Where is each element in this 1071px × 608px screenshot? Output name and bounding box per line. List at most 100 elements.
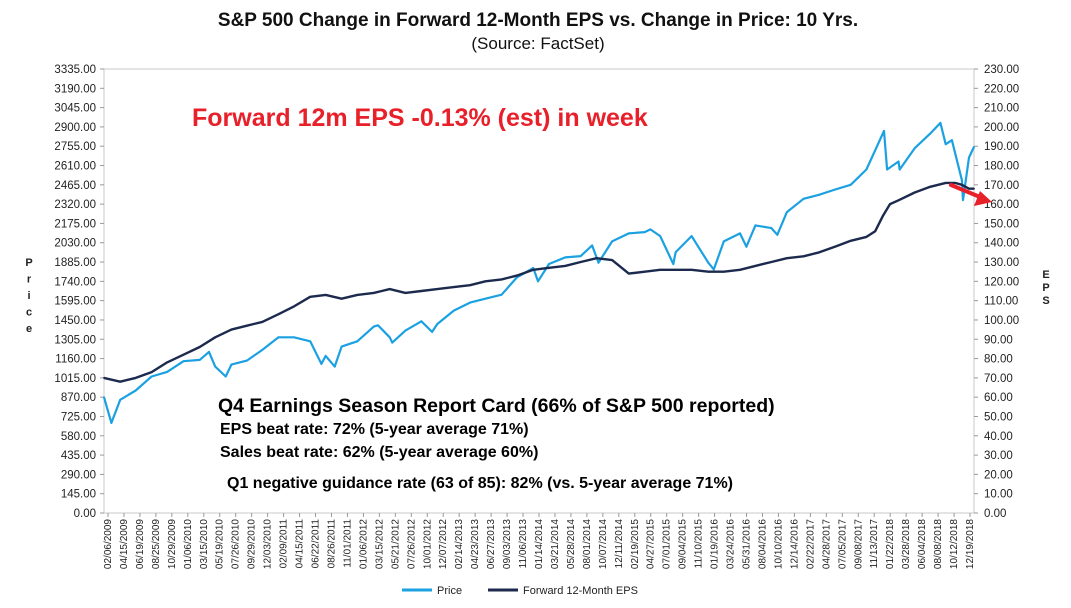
- x-tick-label: 11/01/2011: [342, 519, 353, 568]
- arrow-shaft: [949, 183, 982, 199]
- left-tick-label: 1450.00: [54, 315, 96, 327]
- x-tick-label: 07/26/2010: [231, 519, 242, 569]
- x-tick-label: 04/23/2013: [470, 519, 481, 569]
- x-tick-label: 01/14/2014: [534, 519, 545, 569]
- x-tick-label: 12/19/2018: [965, 519, 976, 569]
- x-tick-label: 05/21/2012: [390, 519, 401, 569]
- report-card-title: Q4 Earnings Season Report Card (66% of S…: [218, 395, 775, 417]
- eps-point: [246, 324, 248, 327]
- right-axis: 0.00 10.00 20.00 30.00 40.00 50.00 60.00 70.00 8…: [974, 64, 1019, 520]
- left-tick-label: 2755.00: [54, 141, 96, 153]
- price-point: [293, 336, 295, 339]
- eps-point: [674, 268, 677, 271]
- price-point: [320, 363, 323, 365]
- eps-point: [500, 278, 503, 281]
- price-point: [886, 168, 888, 171]
- left-tick-label: 2320.00: [54, 199, 96, 211]
- x-tick-label: 04/28/2017: [821, 519, 832, 569]
- x-tick-label: 07/26/2012: [406, 519, 417, 569]
- price-point: [929, 132, 932, 135]
- red-arrow: [949, 183, 992, 206]
- report-card-eps-beat: EPS beat rate: 72% (5-year average 71%): [220, 421, 529, 438]
- x-tick-label: 04/27/2015: [646, 519, 657, 569]
- left-tick-label: 0.00: [74, 508, 96, 520]
- price-point: [659, 235, 662, 238]
- left-tick-label: 435.00: [61, 450, 96, 462]
- eps-point: [103, 377, 105, 379]
- left-tick-label: 1885.00: [54, 257, 96, 269]
- eps-point: [532, 268, 535, 271]
- left-tick-label: 145.00: [61, 489, 96, 501]
- x-tick-label: 11/10/2015: [694, 519, 705, 569]
- x-tick-label: 02/06/2009: [103, 519, 114, 569]
- left-tick-label: 1595.00: [54, 296, 96, 308]
- left-axis: 0.00 145.00 290.00 435.00 580.00 725.00 870.00…: [54, 64, 104, 520]
- x-tick-label: 12/07/2012: [438, 519, 449, 569]
- right-tick-label: 220.00: [984, 83, 1019, 95]
- eps-point: [436, 288, 439, 290]
- x-tick-label: 03/24/2016: [726, 519, 737, 569]
- price-point: [643, 231, 646, 234]
- price-point: [961, 179, 963, 182]
- eps-point: [404, 292, 407, 294]
- right-tick-label: 170.00: [984, 180, 1019, 192]
- price-point: [246, 359, 248, 362]
- x-tick-label: 07/01/2015: [662, 519, 673, 569]
- price-point: [944, 143, 947, 146]
- right-tick-label: 180.00: [984, 161, 1019, 173]
- chart-subtitle: (Source: FactSet): [471, 34, 604, 53]
- eps-point: [469, 284, 471, 287]
- eps-point: [182, 353, 185, 356]
- price-point: [968, 156, 970, 159]
- eps-point: [739, 268, 741, 271]
- left-axis-label-letter: c: [26, 307, 32, 319]
- price-point: [802, 197, 805, 200]
- price-point: [404, 329, 407, 332]
- right-tick-label: 40.00: [984, 431, 1013, 443]
- price-point: [208, 351, 210, 353]
- price-point: [786, 211, 788, 214]
- price-point: [119, 398, 122, 401]
- left-tick-label: 1740.00: [54, 276, 96, 288]
- price-point: [627, 232, 630, 235]
- price-point: [134, 389, 137, 392]
- x-tick-label: 07/05/2017: [837, 519, 848, 569]
- eps-point: [913, 191, 916, 194]
- price-point: [340, 345, 343, 348]
- price-point: [754, 224, 757, 227]
- price-point: [420, 320, 423, 323]
- eps-point: [944, 182, 947, 184]
- right-tick-label: 130.00: [984, 257, 1019, 269]
- x-tick-label: 09/04/2015: [678, 519, 689, 569]
- eps-point: [388, 288, 391, 290]
- price-point: [356, 340, 359, 343]
- left-tick-label: 725.00: [61, 411, 96, 423]
- left-tick-label: 290.00: [61, 469, 96, 481]
- right-tick-label: 80.00: [984, 354, 1013, 366]
- x-tick-label: 06/19/2009: [135, 519, 146, 569]
- price-point: [388, 336, 391, 339]
- eps-point: [484, 280, 487, 283]
- left-tick-label: 2465.00: [54, 180, 96, 192]
- price-point: [333, 365, 336, 368]
- eps-point: [293, 305, 295, 308]
- eps-point: [627, 272, 630, 275]
- price-point: [849, 183, 852, 186]
- eps-point: [929, 185, 932, 188]
- eps-point: [770, 261, 773, 263]
- price-point: [939, 122, 942, 124]
- left-tick-label: 2175.00: [54, 218, 96, 230]
- right-tick-label: 230.00: [984, 64, 1019, 76]
- eps-point: [849, 239, 852, 242]
- eps-point: [882, 214, 884, 217]
- eps-point: [722, 270, 725, 273]
- x-tick-label: 03/15/2010: [199, 519, 210, 569]
- left-tick-label: 2030.00: [54, 238, 96, 250]
- price-point: [712, 268, 715, 271]
- eps-point: [579, 261, 582, 263]
- eps-point: [786, 257, 788, 260]
- left-tick-label: 3190.00: [54, 83, 96, 95]
- x-tick-label: 01/06/2012: [358, 519, 369, 569]
- x-tick-label: 08/01/2014: [582, 519, 593, 569]
- left-tick-label: 580.00: [61, 431, 96, 443]
